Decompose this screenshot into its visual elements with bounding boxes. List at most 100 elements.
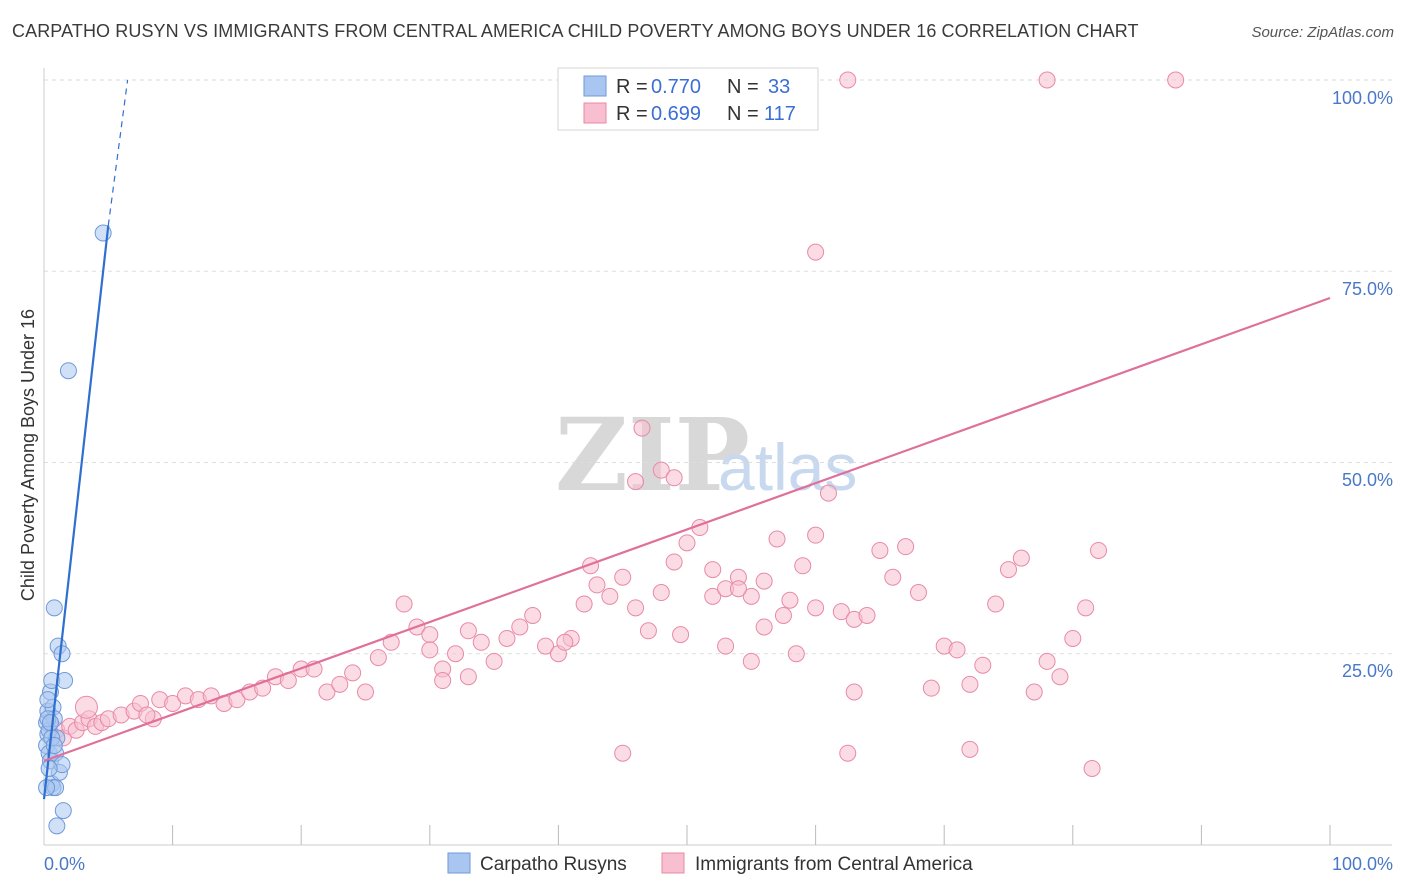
data-point [45, 599, 63, 617]
data-point [1025, 683, 1043, 701]
data-point [672, 626, 690, 644]
trend-lines [42, 79, 1331, 800]
bottom-legend-swatch-pink [661, 852, 685, 874]
data-point [845, 683, 863, 701]
legend-r-label-pink: R = [616, 103, 648, 125]
data-point [909, 584, 927, 602]
data-point [742, 587, 760, 605]
data-point [742, 652, 760, 670]
data-point [897, 538, 915, 556]
data-point [1077, 599, 1095, 617]
data-point [819, 484, 837, 502]
data-point [787, 645, 805, 663]
data-point [1083, 760, 1101, 777]
trend-line-blue [42, 225, 110, 800]
data-point [774, 607, 792, 624]
data-point [884, 568, 902, 586]
legend-n-value-blue: 33 [768, 76, 790, 98]
data-point [1038, 71, 1056, 89]
data-point [627, 599, 645, 617]
y-tick-label-25: 25.0% [1342, 661, 1393, 681]
data-point [138, 706, 156, 724]
data-point [459, 622, 477, 640]
data-point [369, 649, 387, 667]
data-point [922, 679, 940, 697]
data-point [839, 71, 857, 89]
y-tick-label-50: 50.0% [1342, 470, 1393, 490]
data-point [601, 587, 619, 605]
legend-n-label-blue: N = [727, 76, 759, 98]
data-point [459, 668, 477, 686]
trend-line-pink [43, 296, 1331, 762]
data-point [1038, 652, 1056, 670]
data-point [633, 419, 651, 437]
data-point [858, 607, 876, 624]
data-point [524, 607, 542, 624]
data-point [421, 641, 439, 659]
data-point [511, 618, 529, 636]
data-point [318, 683, 336, 701]
series-central-america [41, 71, 1185, 777]
data-point [537, 637, 555, 655]
data-point [755, 618, 773, 636]
data-point [839, 744, 857, 762]
data-point [1012, 549, 1030, 567]
data-point [1064, 629, 1082, 647]
data-point [556, 633, 574, 651]
data-point [678, 534, 696, 552]
legend-swatch-pink [583, 102, 607, 124]
data-point [871, 541, 889, 559]
x-tick-label-100: 100.0% [1332, 854, 1393, 874]
data-point [652, 584, 670, 602]
bottom-legend-label-pink: Immigrants from Central America [695, 854, 973, 875]
data-point [729, 580, 747, 598]
data-point [344, 664, 362, 682]
legend-r-label-blue: R = [616, 76, 648, 98]
chart-title: CARPATHO RUSYN VS IMMIGRANTS FROM CENTRA… [12, 21, 1139, 41]
data-point [588, 576, 606, 594]
legend-n-label-pink: N = [727, 103, 759, 125]
legend: R = 0.770 N = 33 R = 0.699 N = 117 [557, 67, 819, 131]
data-point [704, 587, 722, 605]
data-point [498, 629, 516, 647]
data-point [164, 694, 182, 712]
y-tick-label-75: 75.0% [1342, 279, 1393, 299]
y-axis-label: Child Poverty Among Boys Under 16 [18, 309, 38, 601]
y-tick-label-100: 100.0% [1332, 88, 1393, 108]
data-point [794, 557, 812, 575]
data-point [987, 595, 1005, 613]
data-point [1090, 541, 1108, 559]
legend-n-value-pink: 117 [764, 103, 796, 125]
bottom-legend-label-blue: Carpatho Rusyns [480, 854, 627, 875]
data-point [1167, 71, 1185, 89]
data-point [1051, 668, 1069, 686]
watermark-zip: ZIP [555, 396, 750, 514]
data-point [755, 572, 773, 590]
data-point [665, 469, 683, 487]
legend-swatch-blue [583, 75, 607, 97]
data-point [781, 591, 799, 609]
data-point [575, 595, 593, 613]
data-point [948, 641, 966, 659]
data-point [807, 526, 825, 544]
data-point [434, 672, 452, 690]
source-label: Source: ZipAtlas.com [1251, 24, 1394, 41]
data-point [665, 553, 683, 571]
data-point [832, 603, 850, 621]
data-point [807, 243, 825, 261]
data-point [357, 683, 374, 701]
data-point [472, 633, 490, 651]
data-point [447, 645, 465, 663]
data-point [614, 568, 632, 586]
data-point [41, 714, 59, 732]
data-point [768, 530, 786, 548]
data-point [54, 802, 72, 820]
data-point [627, 473, 645, 491]
data-point [59, 362, 77, 380]
data-point [395, 595, 413, 613]
data-point [331, 675, 349, 693]
bottom-legend: Carpatho Rusyns Immigrants from Central … [447, 852, 973, 875]
data-point [485, 652, 503, 670]
data-point [639, 622, 657, 640]
